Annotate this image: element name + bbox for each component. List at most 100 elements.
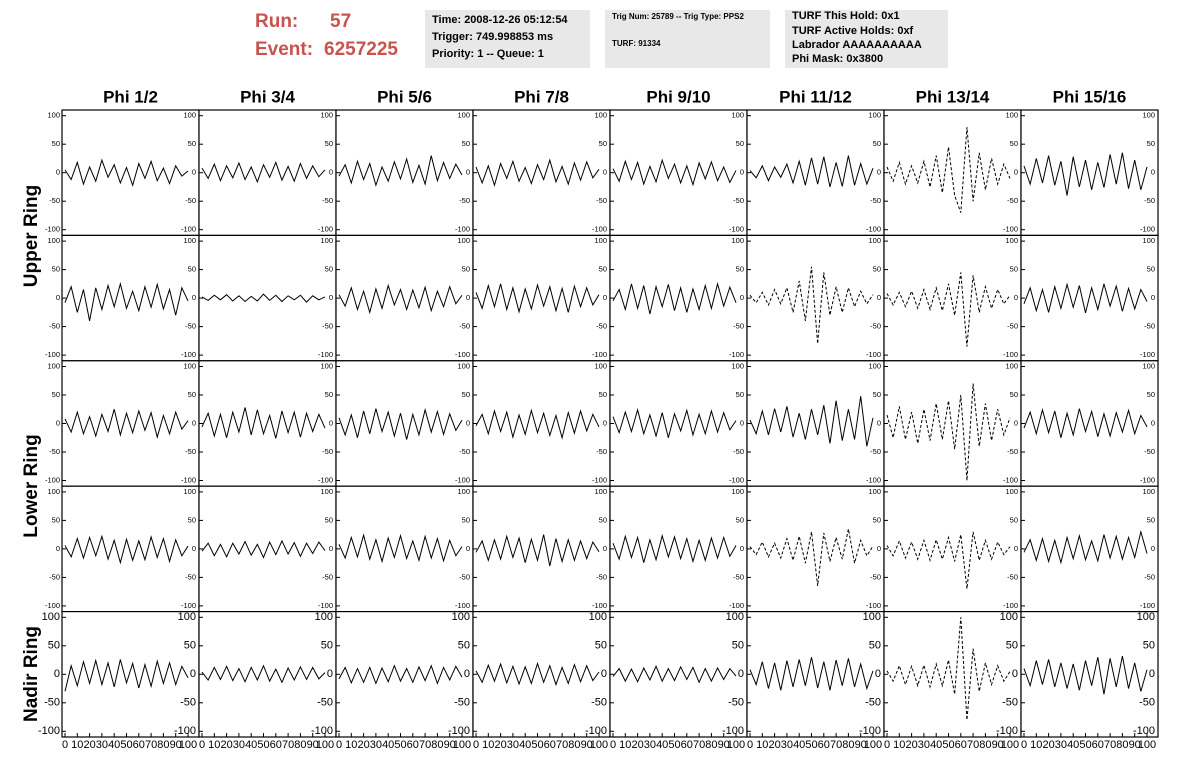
x-tick-label: 10 [1030, 739, 1042, 751]
panel-frame [746, 109, 885, 237]
y-tick-label: 0 [1149, 668, 1155, 680]
y-tick-label: -100 [1003, 225, 1018, 234]
x-tick-label: 0 [199, 739, 205, 751]
y-tick-label: -100 [181, 601, 196, 610]
y-tick-label: 0 [1014, 544, 1018, 553]
y-tick-label: -100 [311, 725, 333, 737]
panel-frame [1020, 360, 1159, 487]
y-tick-label: 50 [1010, 265, 1018, 274]
waveform [886, 617, 1011, 720]
panel-frame [472, 485, 611, 613]
waveform [749, 396, 874, 447]
y-tick-label: -50 [596, 196, 607, 205]
y-tick-label: -50 [459, 572, 470, 581]
y-tick-label: -50 [596, 572, 607, 581]
y-tick-label: 100 [183, 361, 196, 370]
x-tick-label: 10 [71, 739, 83, 751]
x-tick-label: 0 [336, 739, 342, 751]
y-tick-label: 0 [877, 544, 881, 553]
y-tick-label: -100 [1133, 725, 1155, 737]
y-tick-label: 100 [594, 236, 607, 245]
waveform [201, 407, 326, 439]
y-tick-label: 100 [1005, 111, 1018, 120]
x-tick-label: 40 [245, 739, 257, 751]
panel-frame [746, 234, 885, 362]
waveform [338, 533, 463, 564]
x-tick-label: 20 [83, 739, 95, 751]
y-tick-label: -100 [1003, 601, 1018, 610]
y-tick-label: 50 [188, 265, 196, 274]
waveform [475, 661, 600, 687]
x-tick-label: 70 [556, 739, 568, 751]
y-tick-label: -100 [318, 225, 333, 234]
y-tick-label: 0 [1014, 293, 1018, 302]
y-tick-label: 50 [188, 390, 196, 399]
x-tick-label: 100 [1001, 739, 1019, 751]
y-tick-label: 100 [42, 611, 60, 623]
y-tick-label: -50 [317, 697, 333, 709]
y-tick-label: 100 [178, 611, 196, 623]
x-tick-label: 0 [747, 739, 753, 751]
y-tick-label: 50 [48, 640, 60, 652]
info-text: TURF Active Holds: 0xf [792, 25, 914, 37]
panel-frame [883, 360, 1022, 487]
y-tick-label: 50 [1147, 515, 1155, 524]
waveform [64, 281, 189, 321]
y-tick-label: 0 [1012, 668, 1018, 680]
run-label: Run: [255, 11, 298, 32]
x-tick-label: 90 [992, 739, 1004, 751]
x-tick-label: 90 [855, 739, 867, 751]
panel-frame [1020, 109, 1159, 237]
y-tick-label: 100 [457, 111, 470, 120]
y-tick-label: -50 [322, 322, 333, 331]
panel-frame [883, 109, 1022, 237]
y-tick-label: 0 [740, 544, 744, 553]
y-tick-label: -50 [322, 196, 333, 205]
y-tick-label: 0 [1151, 293, 1155, 302]
y-tick-label: 100 [320, 361, 333, 370]
y-tick-label: 100 [457, 236, 470, 245]
y-tick-label: 100 [320, 487, 333, 496]
y-tick-label: -50 [1139, 697, 1155, 709]
waveform [612, 158, 737, 187]
x-tick-label: 90 [170, 739, 182, 751]
y-tick-label: 50 [52, 265, 60, 274]
x-tick-label: 10 [208, 739, 220, 751]
y-tick-label: -50 [1144, 196, 1155, 205]
x-tick-label: 80 [568, 739, 580, 751]
x-tick-label: 70 [830, 739, 842, 751]
y-tick-label: 0 [875, 668, 881, 680]
waveform [612, 407, 737, 438]
waveform [201, 539, 326, 559]
x-tick-label: 50 [531, 739, 543, 751]
waveform [1023, 407, 1148, 438]
x-tick-label: 0 [610, 739, 616, 751]
y-tick-label: -100 [592, 350, 607, 359]
event-label: Event: [255, 39, 313, 60]
y-tick-label: 100 [594, 111, 607, 120]
y-tick-label: -100 [866, 601, 881, 610]
panel-frame [335, 610, 474, 738]
x-tick-label: 0 [473, 739, 479, 751]
waveform [749, 528, 874, 587]
y-tick-label: -100 [1003, 475, 1018, 484]
x-tick-label: 90 [307, 739, 319, 751]
y-tick-label: 100 [868, 361, 881, 370]
x-tick-label: 60 [681, 739, 693, 751]
x-tick-label: 70 [145, 739, 157, 751]
waveform [886, 272, 1011, 347]
y-tick-label: 100 [731, 361, 744, 370]
run-number: 57 [330, 11, 351, 32]
info-box [605, 10, 770, 68]
x-tick-label: 20 [1042, 739, 1054, 751]
x-tick-label: 50 [394, 739, 406, 751]
column-label: Phi 7/8 [514, 87, 569, 106]
x-tick-label: 80 [1116, 739, 1128, 751]
y-tick-label: 50 [873, 515, 881, 524]
y-tick-label: 0 [1014, 168, 1018, 177]
waveform [475, 158, 600, 187]
y-tick-label: -50 [185, 447, 196, 456]
y-tick-label: -100 [45, 225, 60, 234]
y-tick-label: 100 [868, 487, 881, 496]
panel-frame [472, 360, 611, 487]
